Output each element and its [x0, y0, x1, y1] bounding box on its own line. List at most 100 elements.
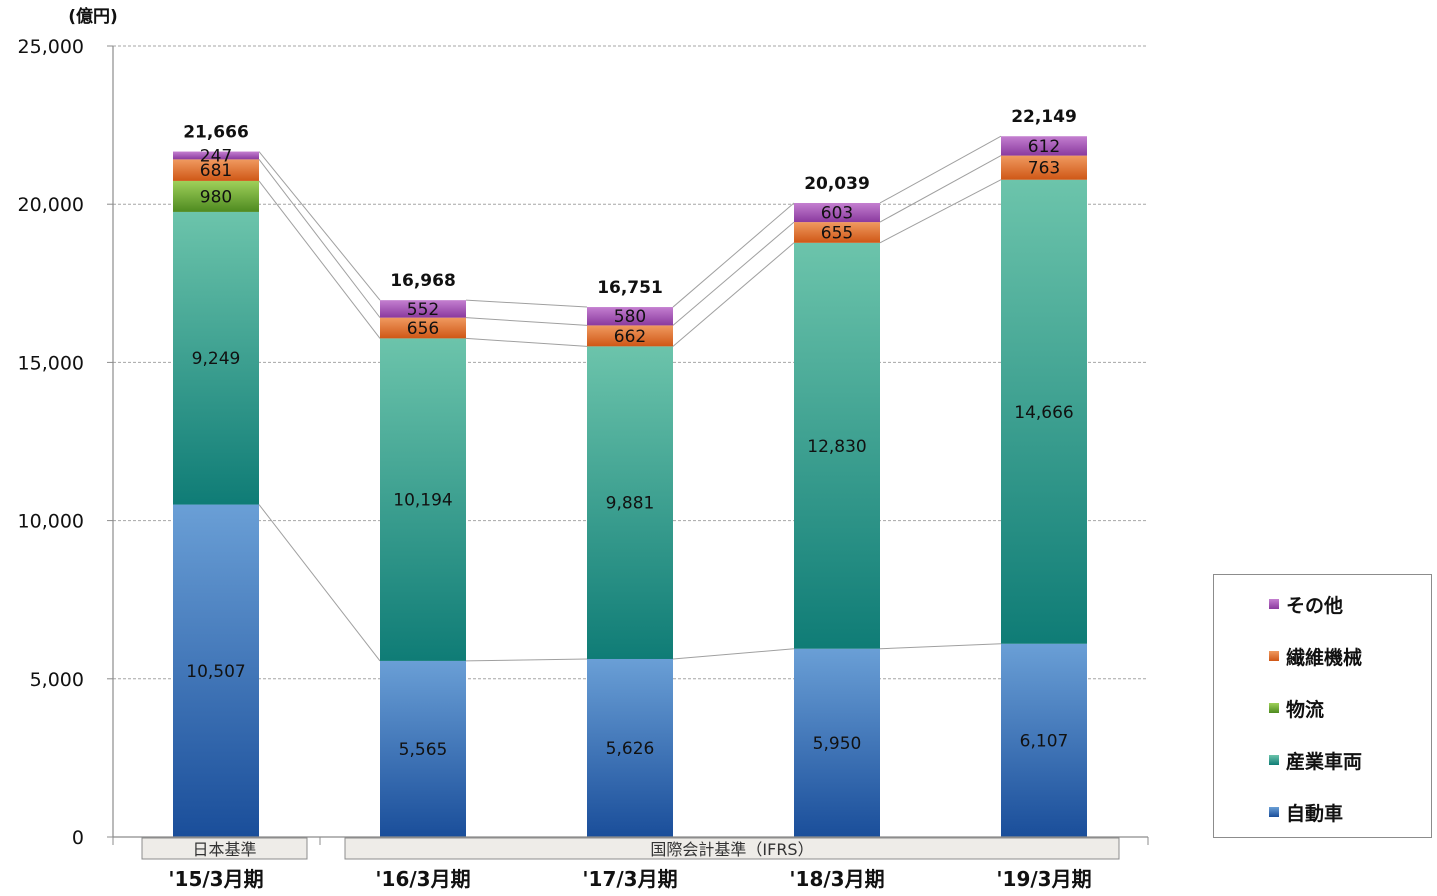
bar-segment-other: [1001, 136, 1087, 156]
bar-segment-other: [794, 202, 880, 223]
bar-segment-industrial-vehicles: [587, 346, 673, 659]
bar-segment-industrial-vehicles: [794, 242, 880, 649]
data-label-textile: 656: [407, 319, 439, 339]
connector-line: [258, 504, 381, 662]
bar-segment-textile: [587, 325, 673, 347]
bar-segment-textile: [794, 222, 880, 243]
bar-segment-logistics: [173, 180, 259, 212]
data-label-automobile: 5,565: [399, 740, 448, 760]
connector-lines: [258, 135, 1002, 662]
bar-segment-textile: [1001, 155, 1087, 180]
bar-segment-industrial-vehicles: [380, 338, 466, 661]
data-label-industrial-vehicles: 9,249: [192, 349, 241, 369]
connector-line: [879, 179, 1002, 244]
connector-line: [672, 221, 795, 326]
y-tick-label: 0: [72, 827, 84, 849]
data-label-automobile: 10,507: [186, 662, 245, 682]
y-tick-label: 5,000: [30, 669, 84, 691]
data-label-other: 247: [200, 146, 232, 166]
legend-label-other: その他: [1286, 595, 1344, 617]
legend-swatch-textile: [1269, 651, 1279, 661]
bar-segment-automobile: [173, 504, 259, 837]
legend-item-other: その他: [1214, 589, 1431, 619]
connector-line: [879, 155, 1002, 223]
y-tick-label: 10,000: [18, 511, 84, 533]
legend-label-logistics: 物流: [1286, 699, 1325, 721]
data-label-logistics: 980: [200, 187, 232, 207]
bar-segment-automobile: [794, 648, 880, 837]
standard-box: [344, 837, 1120, 860]
connector-line: [465, 337, 588, 347]
data-label-textile: 681: [200, 161, 232, 181]
total-label: 20,039: [804, 174, 870, 194]
bar-segment-industrial-vehicles: [173, 211, 259, 505]
standard-label: 日本基準: [192, 840, 256, 859]
data-label-automobile: 5,950: [813, 734, 862, 754]
legend-swatch-logistics: [1269, 703, 1279, 713]
total-label: 16,751: [597, 278, 663, 298]
connector-line: [672, 242, 795, 347]
total-label: 22,149: [1011, 107, 1077, 127]
bar-segment-textile: [380, 317, 466, 339]
standard-box: [141, 837, 308, 860]
axes: 0 5,000 10,000 15,000 20,000 25,000 日本基準 国際会計基準…: [18, 36, 1149, 891]
connector-line: [465, 317, 588, 326]
bar-segment-industrial-vehicles: [1001, 179, 1087, 644]
data-label-automobile: 5,626: [606, 739, 655, 759]
standard-label: 国際会計基準（IFRS）: [650, 840, 813, 859]
unit-label: (億円): [68, 6, 118, 27]
x-tick-label: '15/3月期: [168, 867, 263, 891]
bar-segment-automobile: [1001, 643, 1087, 837]
bar-segment-other: [380, 300, 466, 318]
data-label-other: 552: [407, 300, 439, 320]
x-tick-label: '17/3月期: [582, 867, 677, 891]
connector-line: [258, 151, 381, 301]
y-tick-label: 20,000: [18, 194, 84, 216]
data-label-other: 603: [821, 204, 853, 224]
legend-label-automobile: 自動車: [1286, 803, 1344, 825]
data-label-textile: 662: [614, 327, 646, 347]
data-label-industrial-vehicles: 9,881: [606, 494, 655, 514]
bar-segment-textile: [173, 159, 259, 181]
connector-line: [465, 658, 588, 662]
connector-line: [879, 643, 1002, 650]
connector-line: [258, 180, 381, 339]
data-label-industrial-vehicles: 14,666: [1014, 403, 1073, 423]
data-label-industrial-vehicles: 12,830: [807, 437, 866, 457]
data-label-textile: 763: [1028, 159, 1060, 179]
data-label-industrial-vehicles: 10,194: [393, 491, 452, 511]
x-tick-label: '18/3月期: [789, 867, 884, 891]
bar-segment-automobile: [587, 658, 673, 837]
legend-item-logistics: 物流: [1214, 693, 1431, 723]
connector-line: [258, 159, 381, 318]
data-label-textile: 655: [821, 223, 853, 243]
x-tick-label: '19/3月期: [996, 867, 1091, 891]
connector-line: [672, 648, 795, 660]
data-label-other: 580: [614, 307, 646, 327]
legend-item-industrial-vehicles: 産業車両: [1214, 745, 1431, 775]
legend: その他 繊維機械 物流 産業車両 自動車: [1213, 574, 1432, 838]
legend-swatch-automobile: [1269, 807, 1279, 817]
data-label-automobile: 6,107: [1020, 731, 1069, 751]
legend-label-textile: 繊維機械: [1286, 647, 1363, 669]
total-label: 16,968: [390, 271, 456, 291]
y-tick-label: 15,000: [18, 352, 84, 374]
y-tick-label: 25,000: [18, 36, 84, 58]
connector-line: [465, 299, 588, 308]
legend-swatch-other: [1269, 599, 1279, 609]
bar-segment-automobile: [380, 660, 466, 837]
x-tick-label: '16/3月期: [375, 867, 470, 891]
data-label-other: 612: [1028, 137, 1060, 157]
total-label: 21,666: [183, 122, 249, 142]
connector-line: [879, 135, 1002, 204]
connector-line: [672, 202, 795, 308]
legend-item-textile: 繊維機械: [1214, 641, 1431, 671]
bar-segment-other: [173, 151, 259, 160]
legend-item-automobile: 自動車: [1214, 797, 1431, 827]
bar-segment-other: [587, 307, 673, 326]
bars: [173, 136, 1087, 837]
legend-label-industrial-vehicles: 産業車両: [1286, 751, 1363, 773]
legend-swatch-industrial-vehicles: [1269, 755, 1279, 765]
